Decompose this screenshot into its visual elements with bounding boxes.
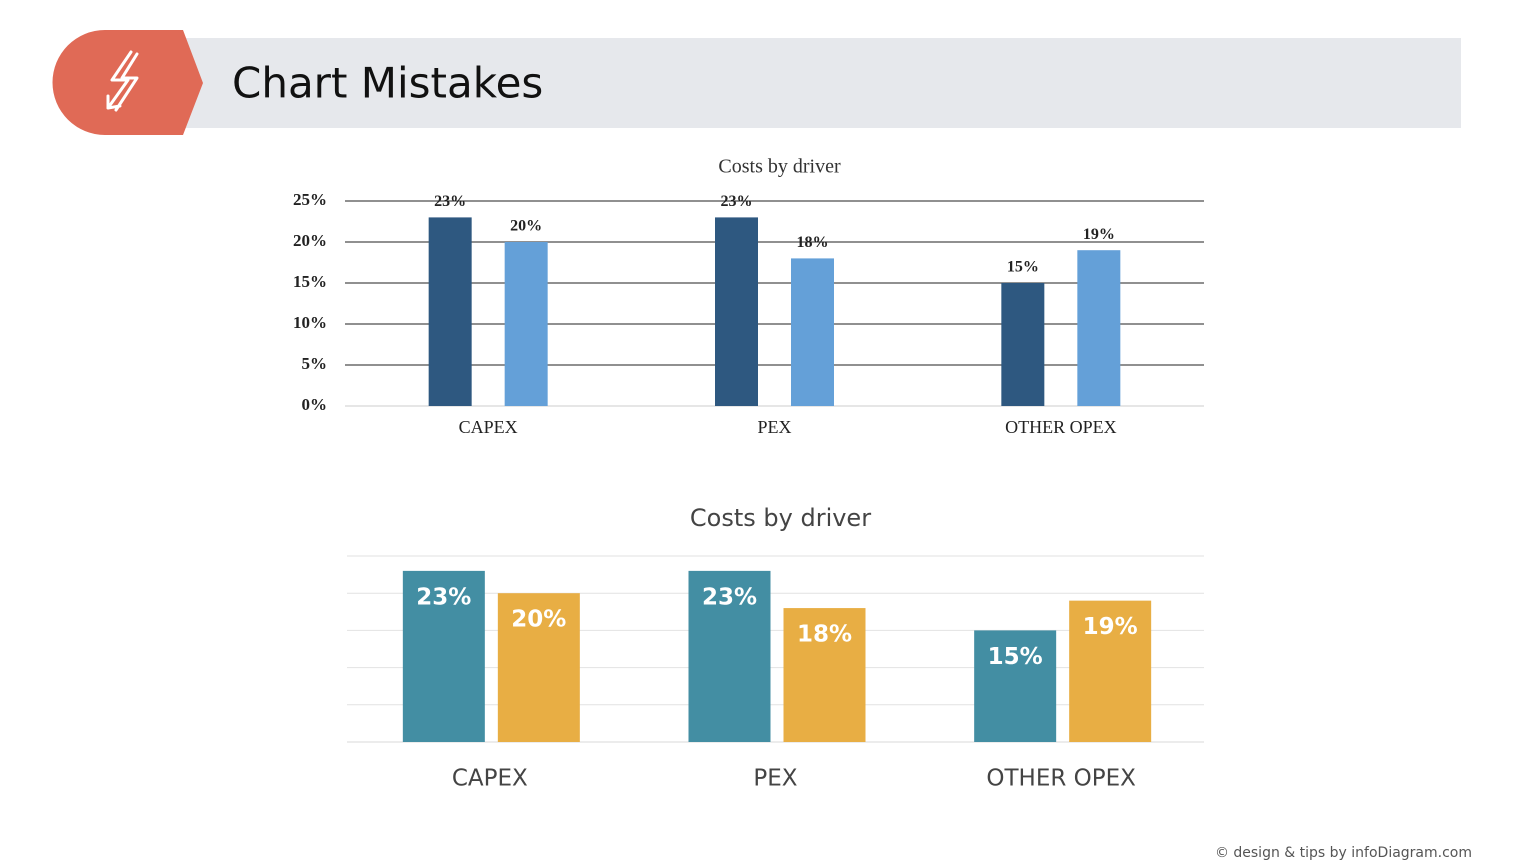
data-label: 19% bbox=[1083, 226, 1115, 243]
bar bbox=[791, 258, 834, 406]
y-tick-label: 25% bbox=[293, 190, 327, 209]
x-tick-label: PEX bbox=[757, 417, 791, 437]
x-tick-label: PEX bbox=[753, 766, 797, 792]
bar bbox=[715, 217, 758, 406]
bar bbox=[783, 608, 866, 742]
y-tick-label: 10% bbox=[293, 313, 327, 332]
data-label: 15% bbox=[1007, 259, 1039, 276]
y-tick-label: 20% bbox=[293, 231, 327, 250]
bar bbox=[688, 570, 771, 742]
x-tick-label: CAPEX bbox=[459, 417, 518, 437]
data-label: 23% bbox=[434, 193, 466, 210]
data-label: 15% bbox=[988, 644, 1043, 670]
y-tick-label: 0% bbox=[302, 395, 328, 414]
bar bbox=[1069, 600, 1152, 742]
data-label: 20% bbox=[511, 607, 566, 633]
data-label: 20% bbox=[510, 218, 542, 235]
data-label: 23% bbox=[702, 584, 757, 610]
data-label: 18% bbox=[797, 234, 829, 251]
x-tick-label: OTHER OPEX bbox=[1005, 417, 1117, 437]
bar bbox=[402, 570, 485, 742]
bar bbox=[428, 217, 472, 406]
bar bbox=[504, 242, 548, 406]
data-label: 19% bbox=[1083, 614, 1138, 640]
header-icon bbox=[106, 50, 139, 112]
x-tick-label: OTHER OPEX bbox=[986, 766, 1136, 792]
x-tick-label: CAPEX bbox=[452, 766, 528, 792]
bar bbox=[1077, 250, 1121, 406]
header-title: Chart Mistakes bbox=[232, 59, 543, 108]
bar bbox=[497, 593, 580, 742]
bar bbox=[974, 630, 1057, 742]
y-tick-label: 15% bbox=[293, 272, 327, 291]
y-tick-label: 5% bbox=[302, 354, 328, 373]
header-band bbox=[183, 38, 1461, 128]
data-label: 18% bbox=[797, 622, 852, 648]
bar bbox=[1001, 283, 1045, 406]
footer: © design & tips by infoDiagram.com bbox=[1215, 845, 1472, 861]
chart-title: Costs by driver bbox=[718, 156, 841, 178]
data-label: 23% bbox=[721, 193, 753, 210]
data-label: 23% bbox=[416, 584, 471, 610]
chart-title: Costs by driver bbox=[690, 504, 871, 532]
